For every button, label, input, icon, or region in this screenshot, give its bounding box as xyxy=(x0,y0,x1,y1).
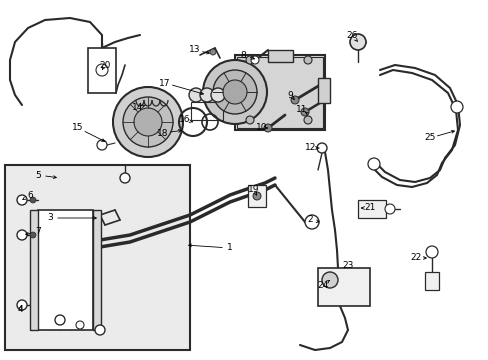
Text: 16: 16 xyxy=(179,116,190,125)
Bar xyxy=(191,102,223,120)
Circle shape xyxy=(213,70,257,114)
Circle shape xyxy=(30,197,36,203)
Text: 3: 3 xyxy=(47,213,53,222)
Circle shape xyxy=(210,88,224,102)
Bar xyxy=(93,210,101,330)
Circle shape xyxy=(95,325,105,335)
Text: 26: 26 xyxy=(346,31,357,40)
Text: 19: 19 xyxy=(248,185,259,194)
Text: 21: 21 xyxy=(364,203,375,212)
Circle shape xyxy=(301,108,308,116)
Bar xyxy=(247,185,265,207)
Text: 1: 1 xyxy=(226,243,232,252)
Circle shape xyxy=(425,246,437,258)
Bar xyxy=(357,200,385,218)
Circle shape xyxy=(17,300,27,310)
Circle shape xyxy=(76,321,84,329)
Bar xyxy=(424,272,438,290)
Text: 14: 14 xyxy=(132,104,143,112)
Text: 17: 17 xyxy=(159,78,170,87)
Circle shape xyxy=(203,60,266,124)
Circle shape xyxy=(189,88,203,102)
Bar xyxy=(235,55,325,130)
Circle shape xyxy=(96,64,108,76)
Text: 11: 11 xyxy=(296,105,307,114)
Circle shape xyxy=(245,116,253,124)
Text: 20: 20 xyxy=(99,60,110,69)
Circle shape xyxy=(316,143,326,153)
Circle shape xyxy=(367,158,379,170)
Circle shape xyxy=(209,49,216,55)
Text: 23: 23 xyxy=(342,261,353,270)
Circle shape xyxy=(120,173,130,183)
Circle shape xyxy=(290,96,298,104)
Text: 9: 9 xyxy=(286,90,292,99)
Text: 12: 12 xyxy=(305,144,316,153)
Circle shape xyxy=(97,140,107,150)
Circle shape xyxy=(134,108,162,136)
Circle shape xyxy=(55,315,65,325)
Circle shape xyxy=(123,97,173,147)
Circle shape xyxy=(30,232,36,238)
Circle shape xyxy=(17,230,27,240)
Circle shape xyxy=(321,272,337,288)
Text: 22: 22 xyxy=(409,253,421,262)
Text: 25: 25 xyxy=(424,134,435,143)
Text: 18: 18 xyxy=(157,129,168,138)
Text: 10: 10 xyxy=(256,123,267,132)
Bar xyxy=(88,48,116,93)
Circle shape xyxy=(264,124,271,132)
Text: 4: 4 xyxy=(17,306,23,315)
Bar xyxy=(237,57,323,128)
Circle shape xyxy=(113,87,183,157)
Circle shape xyxy=(252,192,261,200)
Text: 5: 5 xyxy=(35,171,41,180)
Bar xyxy=(267,50,292,62)
Circle shape xyxy=(349,34,365,50)
Circle shape xyxy=(250,56,259,64)
Text: 7: 7 xyxy=(35,228,41,237)
Bar xyxy=(317,268,369,306)
Text: 6: 6 xyxy=(27,190,33,199)
Circle shape xyxy=(223,80,246,104)
Text: 13: 13 xyxy=(189,45,201,54)
Circle shape xyxy=(450,101,462,113)
Circle shape xyxy=(17,195,27,205)
Text: 2: 2 xyxy=(306,216,312,225)
Bar xyxy=(317,78,329,103)
Bar xyxy=(5,165,190,350)
Circle shape xyxy=(384,204,394,214)
Text: 15: 15 xyxy=(72,123,83,132)
Circle shape xyxy=(304,56,311,64)
Text: 24: 24 xyxy=(317,280,328,289)
Circle shape xyxy=(304,116,311,124)
Circle shape xyxy=(245,56,253,64)
Circle shape xyxy=(305,215,318,229)
Bar xyxy=(38,210,93,330)
Bar xyxy=(30,210,38,330)
Circle shape xyxy=(200,88,214,102)
Text: 8: 8 xyxy=(240,50,245,59)
